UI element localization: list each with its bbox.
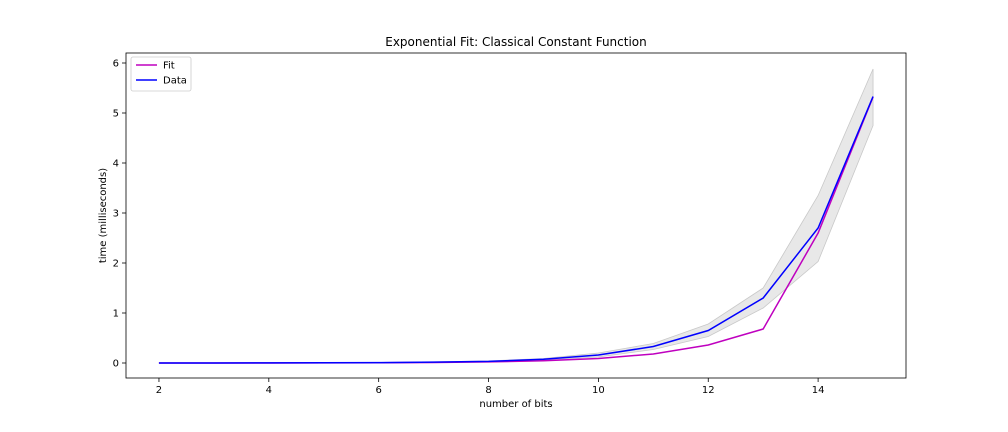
legend-label-fit: Fit	[163, 61, 175, 72]
confidence-band-layer	[158, 68, 874, 364]
y-tick-label: 4	[113, 159, 119, 170]
x-tick-label: 12	[702, 385, 715, 396]
x-tick-label: 14	[812, 385, 825, 396]
y-tick-label: 5	[113, 109, 119, 120]
y-tick-label: 3	[113, 209, 119, 220]
plot-frame	[125, 52, 907, 379]
y-axis: 0 1 2 3 4 5 6	[113, 59, 126, 370]
x-tick-label: 4	[266, 385, 272, 396]
x-tick-label: 8	[485, 385, 491, 396]
chart-title: Exponential Fit: Classical Constant Func…	[385, 35, 647, 49]
x-tick-label: 2	[156, 385, 162, 396]
confidence-band	[158, 68, 874, 364]
x-axis-label: number of bits	[479, 399, 552, 410]
legend-label-data: Data	[163, 76, 187, 87]
x-tick-label: 6	[375, 385, 381, 396]
y-tick-label: 0	[113, 359, 119, 370]
y-tick-label: 1	[113, 309, 119, 320]
series-layer	[158, 96, 874, 364]
x-tick-label: 10	[592, 385, 605, 396]
y-tick-label: 6	[113, 59, 119, 70]
series-line-fit	[158, 96, 874, 364]
legend: Fit Data	[130, 56, 192, 92]
series-line-data	[158, 96, 874, 364]
x-axis: 2 4 6 8 10 12 14	[156, 378, 825, 396]
y-tick-label: 2	[113, 259, 119, 270]
y-axis-label: time (milliseconds)	[98, 168, 109, 263]
